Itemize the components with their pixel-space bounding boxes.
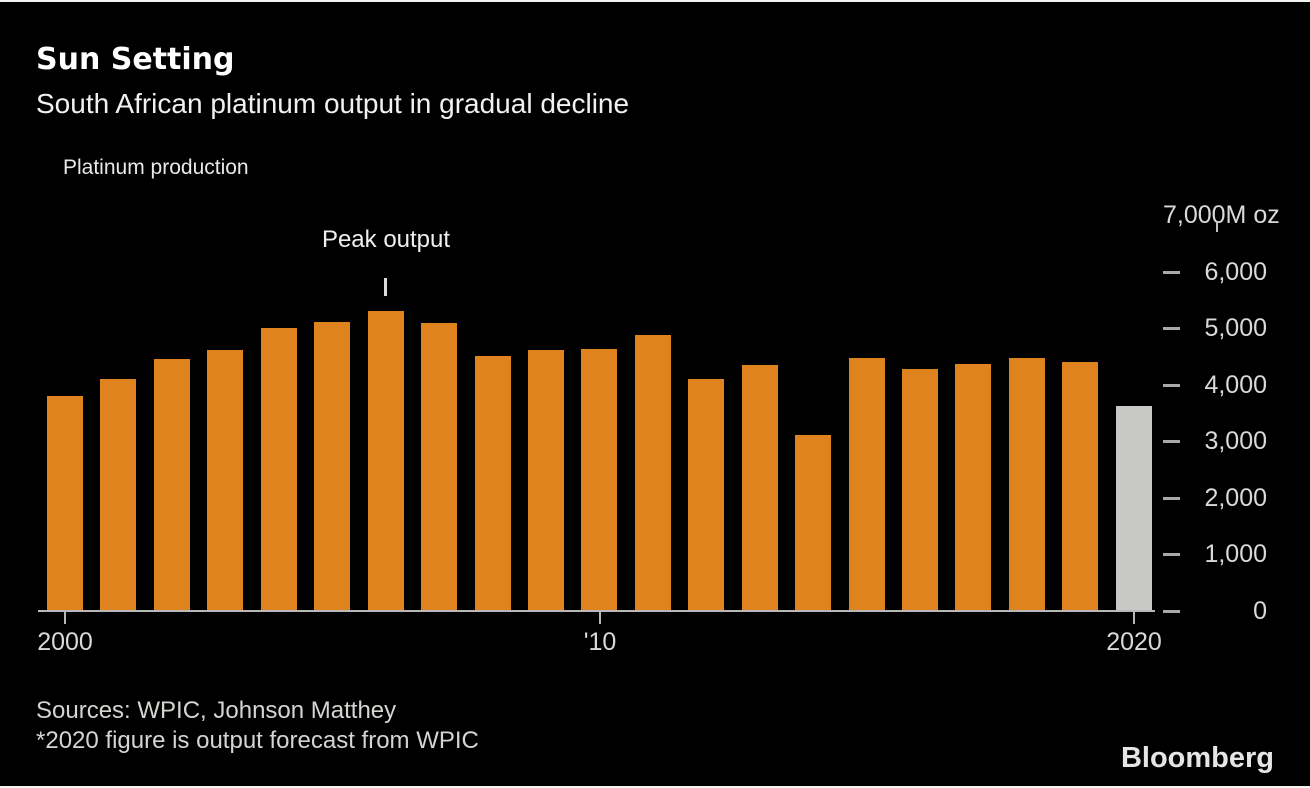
bar-2009 [527, 350, 564, 611]
chart-title: Sun Setting [36, 42, 235, 77]
bar-2015 [848, 358, 885, 611]
y-tick-dash-icon [1163, 496, 1180, 500]
y-tick-dash-icon [1163, 383, 1180, 387]
x-tick-label-2000: 2000 [37, 628, 93, 656]
bar-2003 [207, 350, 244, 611]
bar-2011 [634, 335, 671, 611]
y-tick-label: 2,000 [1204, 483, 1267, 512]
x-axis-line [38, 610, 1155, 612]
y-tick-label: 6,000 [1204, 257, 1267, 286]
y-tick-label: 0 [1253, 596, 1267, 625]
legend: Platinum production [36, 156, 249, 180]
peak-output-annotation: Peak output [321, 226, 451, 253]
plot-area [47, 215, 1152, 611]
y-tick-label: 4,000 [1204, 370, 1267, 399]
bottom-border-line [0, 786, 1310, 788]
sources-line: Sources: WPIC, Johnson Matthey [36, 697, 397, 724]
bar-2014 [795, 435, 832, 611]
y-tick-3000: 3,000 [1163, 427, 1267, 455]
y-tick-4000: 4,000 [1163, 371, 1267, 399]
y-tick-2000: 2,000 [1163, 484, 1267, 512]
x-tick-label-2010: '10 [583, 628, 617, 656]
bar-2018 [1008, 358, 1045, 611]
footnote-line: *2020 figure is output forecast from WPI… [36, 727, 479, 754]
bar-2002 [153, 359, 190, 611]
bar-2004 [260, 328, 297, 611]
source-block: Sources: WPIC, Johnson Matthey *2020 fig… [36, 696, 479, 756]
y-tick-1000: 1,000 [1163, 540, 1267, 568]
bar-2020 [1115, 406, 1152, 611]
bar-2016 [902, 369, 938, 611]
y-tick-dash-icon [1163, 270, 1180, 274]
bar-2000 [47, 396, 83, 611]
bar-2005 [314, 322, 351, 611]
y-tick-dash-icon [1163, 439, 1180, 443]
bar-2013 [741, 365, 778, 611]
y-tick-5000: 5,000 [1163, 314, 1267, 342]
y-tick-label: 3,000 [1204, 426, 1267, 455]
bar-2019 [1062, 362, 1099, 611]
y-tick-dash-icon [1163, 552, 1180, 556]
bar-2006 [367, 311, 404, 611]
bar-2010 [581, 349, 618, 611]
chart-subtitle: South African platinum output in gradual… [36, 88, 630, 119]
y-tick-dash-icon [1163, 326, 1180, 330]
orange-square-icon [36, 160, 53, 177]
y-tick-0: 0 [1163, 597, 1267, 625]
bar-2008 [474, 356, 511, 611]
peak-output-tick-icon [384, 278, 387, 296]
y-tick-dash-icon [1163, 609, 1180, 613]
bar-2017 [955, 364, 992, 611]
y-tick-6000: 6,000 [1163, 258, 1267, 286]
bar-2012 [688, 379, 725, 611]
y-tick-label: 1,000 [1204, 539, 1267, 568]
top-border-line [0, 0, 1310, 2]
x-tick-label-2020: 2020 [1106, 628, 1162, 656]
x-tick-icon-2000 [64, 611, 66, 624]
y-top-tick-icon [1216, 222, 1218, 232]
y-tick-label: 5,000 [1204, 313, 1267, 342]
x-tick-icon-2020 [1133, 611, 1135, 624]
legend-label: Platinum production [63, 156, 249, 179]
x-tick-icon-2010 [599, 611, 601, 624]
bloomberg-logo: Bloomberg [1120, 742, 1274, 774]
bar-2001 [100, 379, 137, 611]
y-tick-7000: 7,000M oz [1163, 201, 1280, 229]
y-tick-label: 7,000M oz [1163, 200, 1280, 229]
bar-2007 [421, 323, 458, 611]
